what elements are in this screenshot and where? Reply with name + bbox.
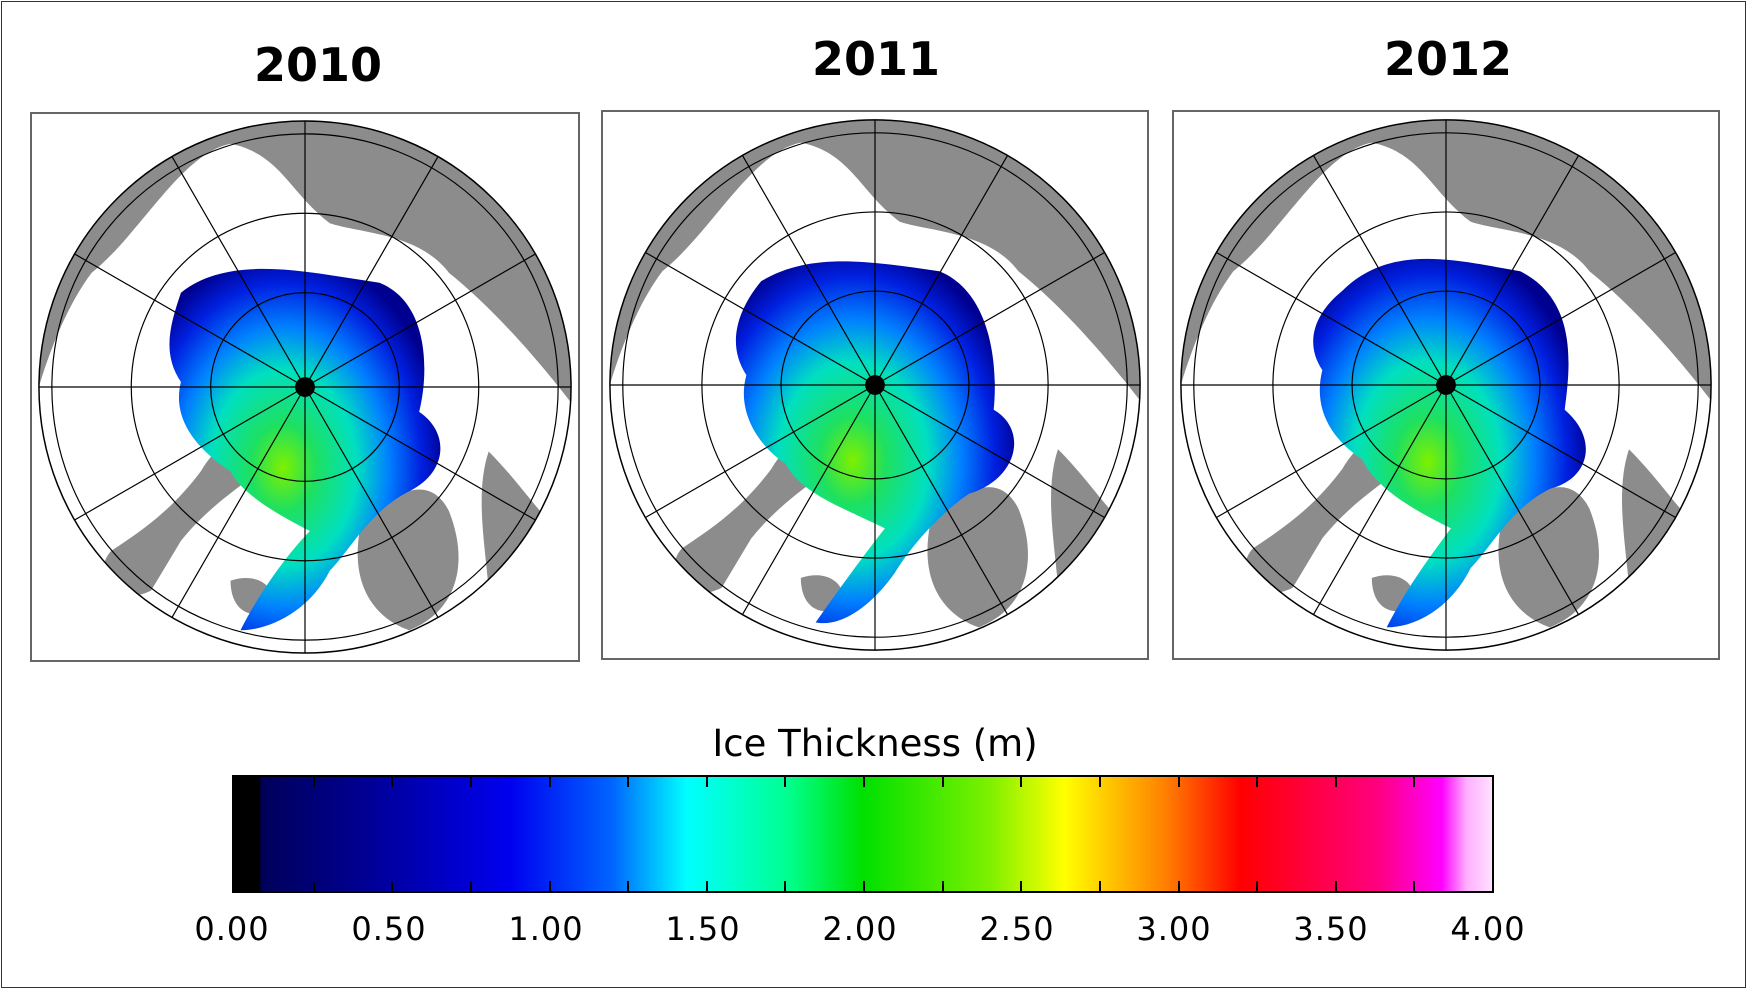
colorbar-tick: [627, 777, 630, 787]
longitude-line: [874, 251, 1105, 386]
colorbar-tick: [391, 777, 394, 787]
longitude-line: [1445, 251, 1676, 386]
map-panel-2011: [601, 110, 1149, 660]
polar-map: [1180, 119, 1712, 651]
longitude-line: [1445, 384, 1676, 519]
colorbar-tick: [784, 881, 787, 891]
colorbar-label: 3.50: [1293, 910, 1369, 948]
colorbar-label: 3.00: [1136, 910, 1212, 948]
colorbar-tick: [1020, 881, 1023, 891]
longitude-line: [1312, 384, 1447, 615]
longitude-line: [74, 253, 306, 388]
colorbar-tick: [1256, 881, 1259, 891]
longitude-line: [171, 156, 306, 388]
colorbar-tick: [469, 881, 472, 891]
colorbar-tick: [863, 881, 865, 891]
north-pole-marker: [1436, 375, 1456, 395]
polar-map: [609, 119, 1141, 651]
panel-title-2010: 2010: [253, 38, 383, 92]
colorbar-tick: [1256, 777, 1259, 787]
longitude-line: [874, 384, 1009, 615]
colorbar-tick: [548, 881, 551, 891]
sea-ice-thickness: [1313, 258, 1586, 628]
longitude-line: [874, 155, 1009, 386]
longitude-line: [304, 386, 439, 618]
colorbar-label: 1.00: [508, 910, 584, 948]
longitude-line: [741, 384, 876, 615]
colorbar-tick: [784, 777, 787, 787]
longitude-line: [645, 384, 876, 519]
land-mass: [1180, 119, 1712, 410]
longitude-line: [1312, 155, 1447, 386]
map-panel-2012: [1172, 110, 1720, 660]
colorbar-tick: [941, 777, 944, 787]
map-outline: [1180, 119, 1712, 651]
longitude-line: [1216, 384, 1447, 519]
colorbar-tick: [391, 881, 394, 891]
colorbar-tick: [548, 777, 551, 787]
colorbar-tick: [941, 881, 944, 891]
longitude-line: [304, 253, 536, 388]
north-pole-marker: [865, 375, 885, 395]
colorbar-title: Ice Thickness (m): [712, 722, 1038, 765]
panel-title-2012: 2012: [1383, 32, 1513, 86]
colorbar-tick: [627, 881, 630, 891]
colorbar-label: 1.50: [665, 910, 741, 948]
longitude-line: [1445, 155, 1580, 386]
longitude-line: [1445, 384, 1580, 615]
north-pole-marker: [295, 377, 315, 397]
colorbar-label: 2.00: [822, 910, 898, 948]
longitude-line: [1216, 251, 1447, 386]
colorbar-label: 4.00: [1450, 910, 1526, 948]
colorbar-label: 0.00: [194, 910, 270, 948]
longitude-line: [645, 251, 876, 386]
longitude-line: [74, 386, 306, 521]
colorbar-tick: [1098, 881, 1101, 891]
colorbar: [232, 775, 1494, 893]
land-mass: [927, 487, 1028, 628]
colorbar-label: 2.50: [979, 910, 1055, 948]
land-mass: [1498, 487, 1599, 628]
colorbar-tick: [705, 881, 708, 891]
longitude-line: [304, 156, 439, 388]
longitude-line: [874, 384, 1105, 519]
map-outline: [38, 120, 572, 654]
colorbar-tick: [1098, 777, 1101, 787]
colorbar-tick: [312, 881, 315, 891]
colorbar-tick: [312, 777, 315, 787]
colorbar-tick: [469, 777, 472, 787]
map-panel-2010: [30, 112, 580, 662]
colorbar-tick: [1413, 881, 1416, 891]
colorbar-tick: [1413, 777, 1416, 787]
colorbar-tick: [1334, 777, 1337, 787]
panel-title-2011: 2011: [811, 32, 941, 86]
colorbar-tick: [705, 777, 708, 787]
colorbar-tick: [1020, 777, 1023, 787]
longitude-line: [171, 386, 306, 618]
map-outline: [609, 119, 1141, 651]
colorbar-tick: [863, 777, 865, 787]
colorbar-tick: [1177, 881, 1180, 891]
polar-map: [38, 120, 572, 654]
land-mass: [357, 489, 459, 631]
colorbar-tick: [1334, 881, 1337, 891]
colorbar-tick: [1177, 777, 1180, 787]
longitude-line: [741, 155, 876, 386]
longitude-line: [304, 386, 536, 521]
colorbar-label: 0.50: [351, 910, 427, 948]
land-mass: [609, 119, 1141, 410]
land-mass: [38, 120, 572, 412]
